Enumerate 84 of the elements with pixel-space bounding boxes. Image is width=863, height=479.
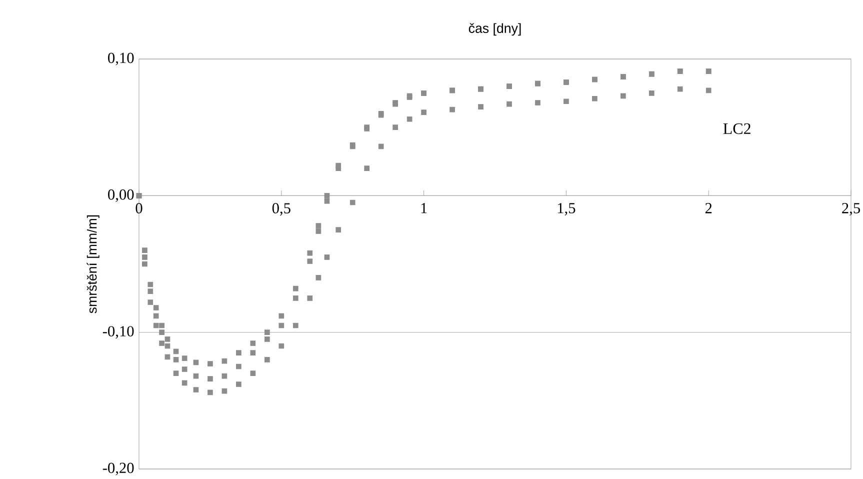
point	[142, 261, 148, 267]
point	[307, 295, 313, 301]
point	[264, 356, 270, 362]
x-tick-label: 2,5	[842, 203, 860, 216]
point	[193, 387, 199, 392]
point	[336, 166, 342, 171]
point	[236, 350, 242, 356]
point	[222, 388, 228, 394]
x-tick-label: 0	[136, 203, 142, 214]
point	[278, 313, 284, 319]
point	[264, 330, 270, 336]
point	[236, 382, 242, 387]
point	[173, 356, 179, 362]
point	[292, 286, 298, 292]
point	[164, 336, 170, 342]
point	[677, 86, 683, 92]
point	[142, 248, 148, 254]
point	[316, 223, 322, 228]
point	[450, 106, 455, 112]
point	[159, 330, 164, 336]
point	[182, 356, 188, 361]
point	[478, 104, 484, 110]
point	[535, 100, 540, 106]
point	[620, 93, 626, 99]
x-tick-label: 1,5	[558, 203, 576, 216]
point	[142, 254, 148, 260]
point	[278, 343, 284, 349]
point	[148, 300, 154, 305]
point	[222, 373, 228, 379]
point	[208, 390, 213, 396]
point	[153, 305, 159, 310]
point	[421, 110, 426, 115]
point	[307, 250, 313, 256]
point	[324, 193, 330, 198]
x-tick-label: 1	[421, 203, 427, 214]
point	[406, 116, 412, 122]
point	[148, 288, 154, 294]
point	[193, 373, 199, 379]
point	[153, 322, 159, 328]
point	[250, 340, 256, 346]
point	[648, 90, 654, 96]
y-axis-title: smrštění [mm/m]	[86, 215, 100, 314]
point	[278, 322, 284, 328]
point	[208, 361, 213, 366]
point	[292, 295, 298, 301]
point	[236, 364, 242, 370]
point	[350, 200, 356, 206]
point	[173, 370, 179, 376]
point	[307, 258, 313, 264]
x-tick-label: 2	[705, 203, 712, 214]
point	[148, 282, 154, 288]
point	[182, 366, 188, 372]
point	[316, 274, 322, 280]
point	[336, 227, 342, 232]
y-tick-label: -0,20	[102, 462, 134, 476]
point	[264, 336, 270, 342]
point	[250, 350, 256, 356]
y-tick-label: -0,10	[102, 326, 134, 339]
point	[159, 322, 164, 328]
point	[324, 198, 330, 204]
point	[173, 348, 179, 354]
point	[506, 101, 512, 107]
point	[292, 322, 298, 328]
y-tick-label: 0,10	[108, 52, 134, 66]
point	[164, 354, 170, 360]
point	[153, 313, 159, 319]
point	[193, 360, 199, 366]
point	[592, 96, 598, 102]
point	[222, 358, 228, 364]
point	[564, 98, 569, 104]
point	[324, 254, 330, 260]
point	[364, 166, 370, 171]
point	[392, 124, 398, 130]
point	[378, 144, 384, 150]
point	[159, 340, 164, 346]
point	[250, 370, 256, 376]
point	[182, 380, 188, 386]
point	[316, 228, 322, 234]
x-axis-title: čas [dny]	[468, 23, 521, 36]
point	[706, 88, 712, 94]
point	[208, 376, 213, 382]
x-tick-label: 0,5	[272, 203, 290, 216]
y-tick-label: 0,00	[108, 189, 134, 202]
annotation: LC2	[723, 123, 750, 134]
